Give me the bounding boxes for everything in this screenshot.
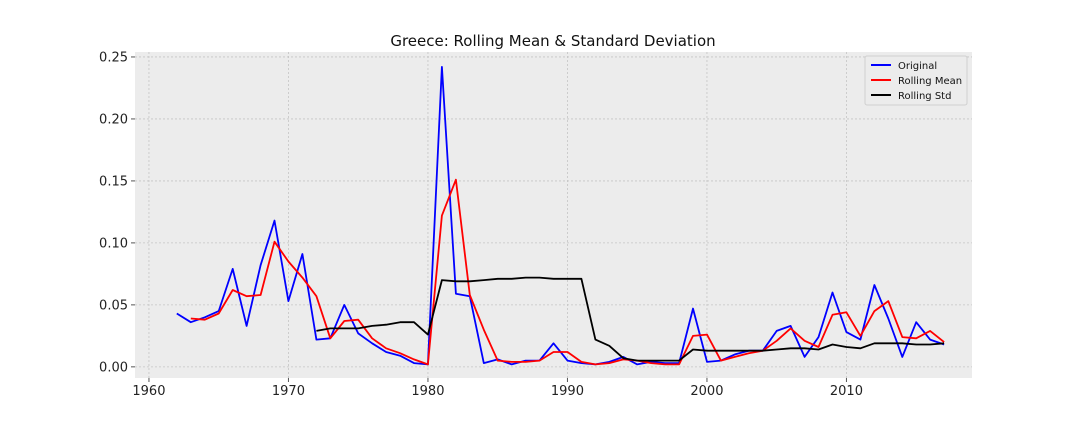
- y-tick-label: 0.00: [99, 360, 128, 375]
- x-tick-label: 1970: [272, 384, 305, 399]
- y-tick-label: 0.25: [99, 50, 128, 65]
- series-line-rolling-mean: [190, 178, 945, 366]
- x-tick-label: 1990: [551, 384, 584, 399]
- y-tick-label: 0.10: [99, 236, 128, 251]
- x-tick-label: 2010: [830, 384, 863, 399]
- x-tick-label: 1980: [411, 384, 444, 399]
- legend-label-rolling-std: Rolling Std: [898, 91, 951, 102]
- y-tick-label: 0.20: [99, 112, 128, 127]
- series-lines: [176, 66, 945, 366]
- x-tick-label: 1960: [132, 384, 165, 399]
- legend-label-rolling-mean: Rolling Mean: [898, 76, 962, 87]
- y-tick-label: 0.05: [99, 298, 128, 313]
- x-tick-label: 2000: [690, 384, 723, 399]
- chart-title: Greece: Rolling Mean & Standard Deviatio…: [390, 32, 715, 50]
- plot-area: [135, 52, 972, 378]
- legend: Original Rolling Mean Rolling Std: [864, 55, 968, 106]
- series-line-rolling-std: [316, 276, 945, 362]
- legend-label-original: Original: [898, 61, 937, 72]
- axes: 1960 1970 1980 1990 2000 2010 0.00 0.05 0.10 0.15…: [99, 50, 863, 399]
- grid-lines: [135, 52, 972, 378]
- legend-box: [864, 55, 968, 106]
- y-tick-label: 0.15: [99, 174, 128, 189]
